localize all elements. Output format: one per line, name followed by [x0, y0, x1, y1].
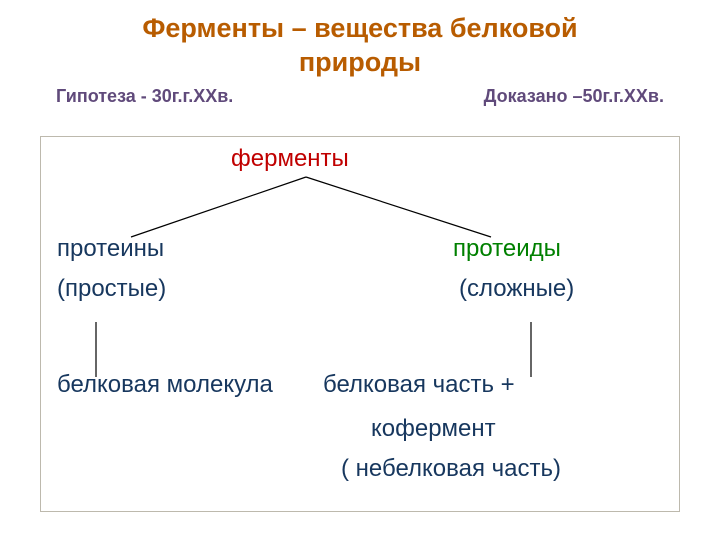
tree-root: ферменты	[231, 145, 349, 173]
left-branch-label: протеины	[57, 235, 164, 263]
subtitle-right: Доказано –50г.г.XXв.	[484, 86, 664, 107]
branch-right-line	[306, 177, 491, 237]
subtitle-row: Гипотеза - 30г.г.XXв. Доказано –50г.г.XX…	[0, 80, 720, 107]
subtitle-left: Гипотеза - 30г.г.XXв.	[56, 86, 233, 107]
right-branch-label: протеиды	[453, 235, 561, 263]
slide: Ферменты – вещества белковой природы Гип…	[0, 0, 720, 540]
right-leaf-line3: ( небелковая часть)	[341, 455, 561, 483]
title-line-2: природы	[299, 47, 421, 77]
right-branch-paren: (сложные)	[459, 275, 574, 303]
right-leaf-line2: кофермент	[371, 415, 496, 443]
right-leaf-line1-text: белковая часть	[323, 371, 494, 398]
right-leaf-plus: +	[494, 371, 515, 398]
slide-title: Ферменты – вещества белковой природы	[0, 0, 720, 80]
left-leaf: белковая молекула	[57, 371, 273, 399]
diagram-box: ферменты протеины протеиды (простые) (сл…	[40, 136, 680, 512]
branch-left-line	[131, 177, 306, 237]
right-leaf-line1: белковая часть +	[323, 371, 515, 399]
left-branch-paren: (простые)	[57, 275, 166, 303]
title-line-1: Ферменты – вещества белковой	[142, 13, 577, 43]
